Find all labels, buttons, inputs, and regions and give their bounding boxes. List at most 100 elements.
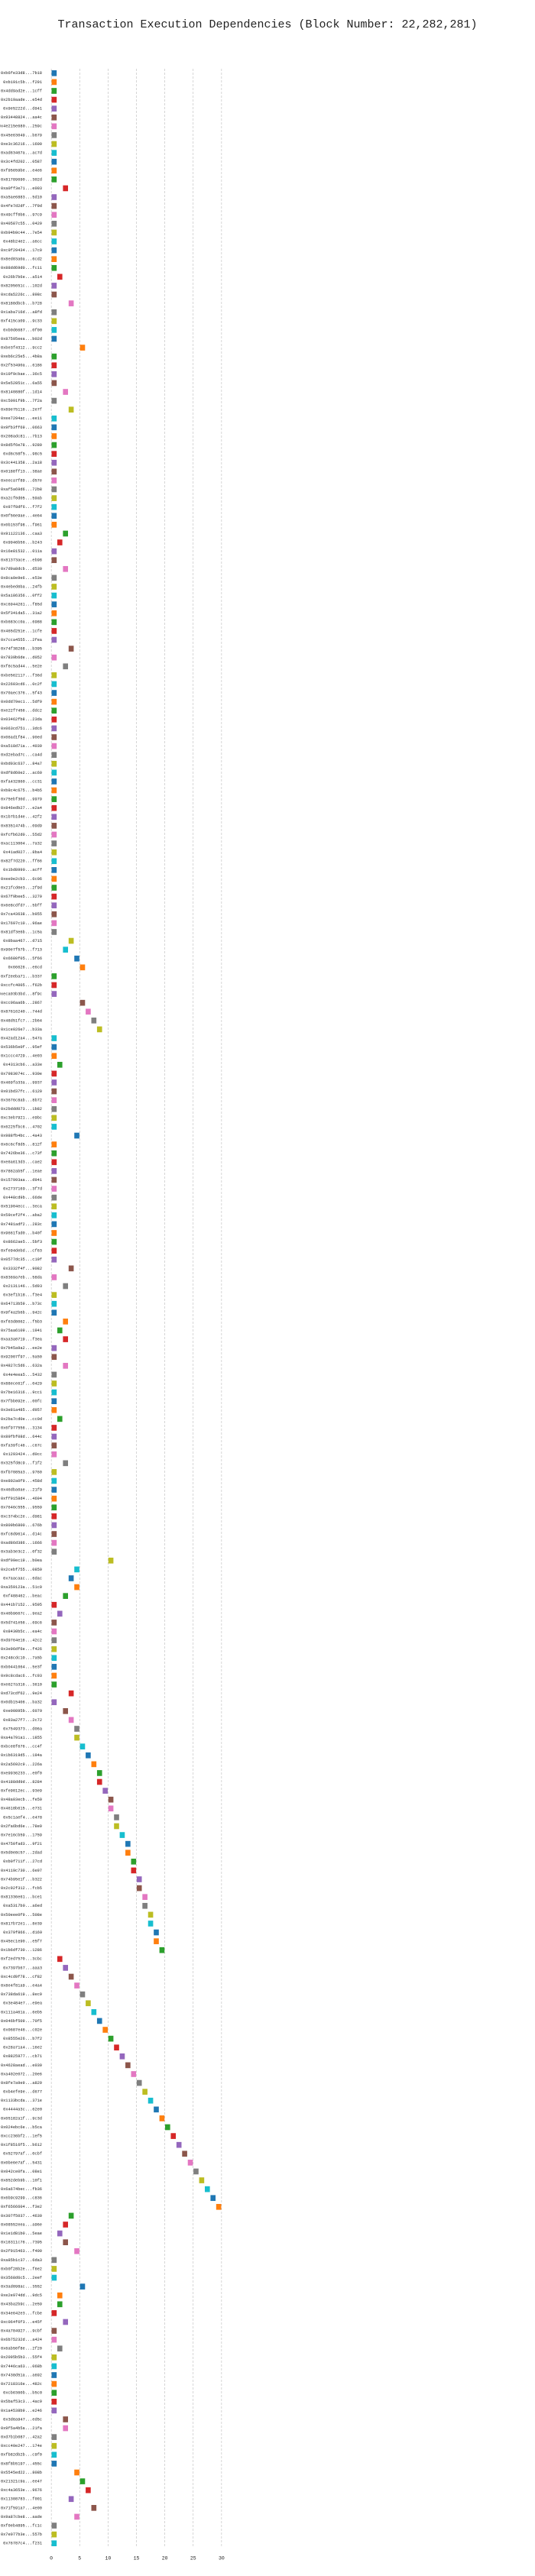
y-tick-label: 0xa5317b0...a6ed (3, 1904, 42, 1908)
y-tick-label: 0x91122136...caa3 (1, 532, 42, 536)
y-tick-label: 0xd73cdf62...9e24 (1, 1691, 42, 1696)
bar (63, 565, 69, 572)
y-tick-label: 0xe6a613d3...cae2 (1, 1160, 42, 1165)
y-tick-label: 0x3e484e7...e9ea (3, 2002, 42, 2006)
bar (57, 273, 63, 280)
bar (63, 2425, 69, 2432)
y-tick-label: 0x0db15406...ba32 (1, 1701, 42, 1705)
y-tick-label: 0x3ef1b18...f3e4 (3, 1293, 42, 1298)
y-tick-label: 0x1133bcda...371e (1, 2099, 42, 2103)
y-tick-label: 0x48b24e2...a6cc (3, 239, 42, 244)
y-tick-label: 0x9e5222d...d941 (3, 107, 42, 112)
bar (114, 1814, 119, 1820)
y-tick-label: 0x8baa467...d715 (3, 939, 42, 943)
bar (79, 1991, 86, 1998)
bar (51, 2363, 57, 2370)
bar (51, 787, 57, 794)
bar (57, 1956, 63, 1963)
y-tick-label: 0x81373ace...eb98 (1, 558, 42, 563)
y-tick-label: 0xc4cd9f78...cf82 (1, 1975, 42, 1979)
bar (79, 2283, 86, 2290)
y-tick-label: 0x852deb9b...10f1 (1, 2178, 42, 2183)
bar (68, 1265, 74, 1272)
y-tick-label: 0x6680f05...5f66 (3, 956, 42, 961)
bar (91, 1761, 97, 1768)
y-tick-label: 0x208adc81...7b13 (1, 434, 42, 439)
y-tick-label: 0xee7294ac...ee11 (1, 416, 42, 421)
y-tick-label: 0x5f341da5...31a2 (1, 611, 42, 616)
bar (63, 389, 69, 395)
bar (51, 2531, 57, 2538)
bar (51, 1124, 57, 1130)
y-tick-label: 0x465d251e...1cfe (1, 629, 42, 633)
y-tick-label: 0x469fa33a...9937 (1, 1080, 42, 1085)
bar (51, 885, 57, 891)
y-tick-label: 0x2131146...5d93 (3, 1284, 42, 1289)
bar (63, 663, 69, 670)
y-tick-label: 0x10f9cbae...36c5 (1, 372, 42, 377)
bar (63, 530, 69, 537)
y-tick-label: 0x3ad098ac...3552 (1, 2285, 42, 2290)
y-tick-label: 0x8188dbcb...b728 (1, 302, 42, 306)
bar (51, 141, 57, 147)
y-tick-label: 0x7e077b3e...557b (1, 2532, 42, 2537)
y-tick-label: 0xcb6360b...b5c0 (3, 2391, 42, 2396)
y-tick-label: 0x325fd8c9...f1f2 (1, 1461, 42, 1466)
bar (51, 1176, 57, 1183)
y-tick-label: 0xb0d6687...0f00 (3, 328, 42, 332)
y-tick-label: 0x81789690...302d (1, 177, 42, 182)
y-tick-label: 0x4313cb6...a33e (3, 1063, 42, 1067)
bar (57, 1061, 63, 1068)
bar (148, 2097, 154, 2104)
bar (68, 646, 74, 652)
bar (131, 2071, 137, 2077)
y-tick-label: 0xa402e072...20e6 (1, 2072, 42, 2076)
x-tick-label: 30 (219, 2556, 225, 2561)
y-tick-label: 0x76787c4...f231 (3, 2542, 42, 2546)
y-tick-label: 0xd6c58f5...98c5 (3, 452, 42, 457)
bar (86, 2487, 91, 2493)
y-tick-label: 0x111a461a...6eb5 (1, 2010, 42, 2015)
bar (51, 796, 57, 802)
y-tick-label: 0x74f38268...b395 (1, 647, 42, 652)
bar (51, 1425, 57, 1431)
y-tick-label: 0x67f9bee5...3279 (1, 895, 42, 899)
x-tick-label: 10 (105, 2556, 111, 2561)
y-tick-label: 0xe802a0f9...458d (1, 1479, 42, 1484)
bar (74, 1734, 79, 1741)
y-tick-label: 0x2cebf755...0850 (1, 1568, 42, 1572)
bar (51, 424, 57, 431)
bar (102, 2027, 108, 2033)
y-tick-label: 0x6a674bec...fb36 (1, 2187, 42, 2192)
y-tick-label: 0x26b7b6e...a514 (3, 275, 42, 280)
bar (51, 503, 57, 510)
y-tick-label: 0xfe94debd...cf63 (1, 1249, 42, 1254)
bar (51, 1531, 57, 1537)
bar (51, 2540, 57, 2547)
y-tick-label: 0x3676c8ab...8b72 (1, 1099, 42, 1103)
y-tick-label: 0xa85b1c37...6da3 (1, 2258, 42, 2263)
bar (51, 2523, 57, 2529)
y-tick-label: 0x4119c730...6e97 (1, 1869, 42, 1873)
x-tick-label: 20 (162, 2556, 168, 2561)
y-tick-label: 0x8369a7eb...58da (1, 1275, 42, 1280)
bar (51, 459, 57, 466)
y-tick-label: 0xe22f7456...ddc2 (1, 709, 42, 714)
y-tick-label: 0x988fb4bc...4a43 (1, 1134, 42, 1138)
y-tick-label: 0x11308783...f001 (1, 2497, 42, 2502)
bar (51, 893, 57, 900)
bar (63, 947, 69, 953)
bar (63, 1363, 69, 1369)
y-tick-label: 0x7438d51a...a692 (1, 2373, 42, 2377)
bar (51, 1433, 57, 1440)
bar (51, 548, 57, 555)
y-tick-label: 0x49cff0b6...97c9 (1, 213, 42, 218)
y-tick-label: 0x4188dd9d...8284 (1, 1780, 42, 1785)
bar (51, 1248, 57, 1254)
y-tick-label: 0x22603cd6...0c2f (1, 682, 42, 687)
y-tick-label: 0xc4a3653e...9676 (1, 2488, 42, 2493)
y-tick-label: 0x50eee0f9...508e (1, 1913, 42, 1917)
y-tick-label: 0xa359123a...51c0 (1, 1585, 42, 1590)
bar (51, 619, 57, 626)
y-tick-label: 0x5545ed22...808b (1, 2471, 42, 2475)
